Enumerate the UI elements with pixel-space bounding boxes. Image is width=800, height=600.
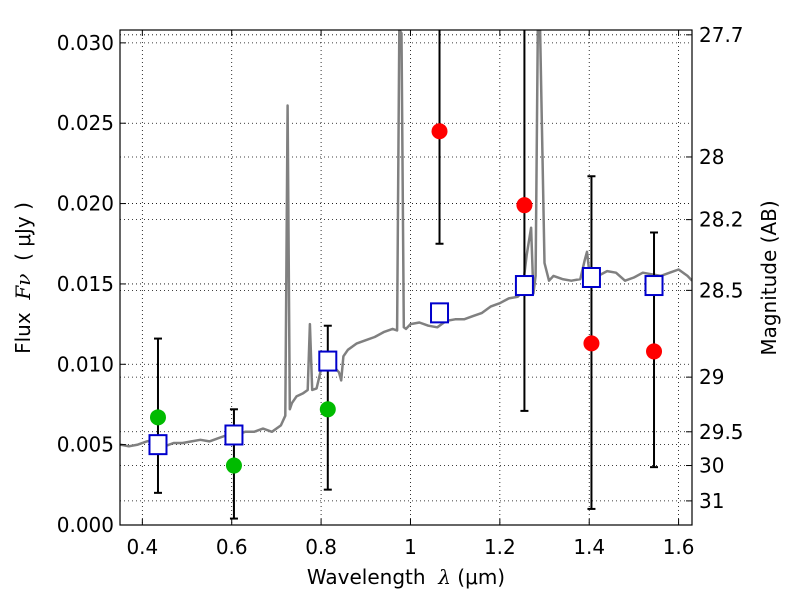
plot-frame <box>119 29 693 526</box>
x-tick-label: 1.2 <box>484 535 516 559</box>
y-tick-label: 0.000 <box>57 513 114 537</box>
y-tick-label: 0.020 <box>57 192 114 216</box>
x-tick-label: 1.6 <box>663 535 695 559</box>
right-axis-title: Magnitude (AB) <box>757 200 781 355</box>
y-tick-label: 0.015 <box>57 272 114 296</box>
x-axis-title: Wavelength λ (μm) <box>307 565 505 589</box>
model-square <box>644 275 664 297</box>
photometry-points <box>149 123 663 474</box>
red-point <box>646 343 663 360</box>
right-tick-label: 31 <box>699 489 724 513</box>
red-point <box>583 335 600 352</box>
model-squares <box>148 267 664 456</box>
green-point <box>319 401 336 418</box>
x-tick-label: 0.4 <box>126 535 158 559</box>
right-tick-labels: 27.7 28 28.2 28.5 29 29.5 30 31 <box>699 23 744 513</box>
right-tick-label: 29.5 <box>699 420 744 444</box>
x-tick-label: 0.8 <box>305 535 337 559</box>
model-square <box>148 434 168 456</box>
x-tick-label: 1.4 <box>573 535 605 559</box>
y-tick-label: 0.030 <box>57 31 114 55</box>
error-bar <box>520 30 529 412</box>
y-tick-label: 0.005 <box>57 433 114 457</box>
green-point <box>149 409 166 426</box>
right-tick-label: 29 <box>699 365 724 389</box>
right-tick-label: 27.7 <box>699 23 744 47</box>
red-point <box>431 123 448 140</box>
model-square <box>581 267 601 288</box>
model-square <box>514 275 534 297</box>
y-axis-title: Flux Fν ( μJy ) <box>11 202 35 354</box>
right-tick-label: 30 <box>699 454 724 478</box>
x-tick-label: 0.6 <box>216 535 248 559</box>
red-point <box>516 197 533 214</box>
x-tick-label: 1 <box>404 535 417 559</box>
y-tick-label: 0.010 <box>57 352 114 376</box>
x-tick-labels: 0.4 0.6 0.8 1 1.2 1.4 1.6 <box>126 535 694 559</box>
right-tick-label: 28.5 <box>699 278 744 302</box>
green-point <box>225 457 242 474</box>
y-tick-labels: 0.000 0.005 0.010 0.015 0.020 0.025 0.030 <box>57 31 114 537</box>
y-tick-label: 0.025 <box>57 111 114 135</box>
right-tick-label: 28.2 <box>699 208 744 232</box>
spectrum-line <box>120 30 692 448</box>
model-square <box>318 350 338 372</box>
axis-ticks <box>120 30 692 526</box>
model-square <box>224 424 244 446</box>
grid-lines <box>120 30 692 526</box>
spectrum-series <box>120 30 692 448</box>
model-square <box>430 302 450 324</box>
right-tick-label: 28 <box>699 145 724 169</box>
